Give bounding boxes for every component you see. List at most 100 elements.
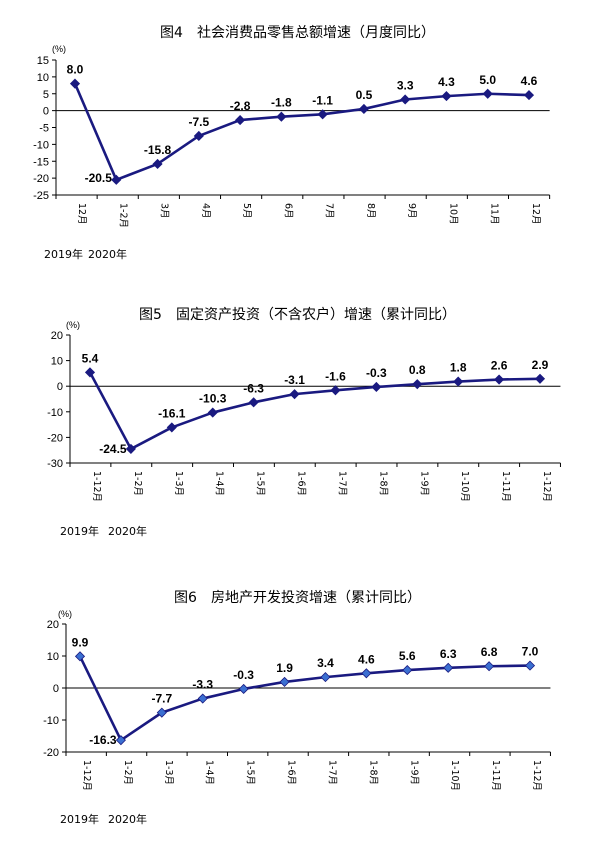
data-point-marker <box>193 130 204 142</box>
x-category-label: 1-2月 <box>117 203 128 228</box>
y-tick-label: 20 <box>51 330 63 342</box>
x-category-label: 4月 <box>200 203 211 219</box>
data-label: 9.9 <box>72 635 89 649</box>
data-point-marker <box>534 373 546 384</box>
x-category-label: 7月 <box>324 203 335 219</box>
x-category-label: 1-4月 <box>214 471 225 496</box>
data-point-marker <box>279 676 290 687</box>
data-label: 2.9 <box>532 358 549 372</box>
x-category-label: 11月 <box>489 203 500 225</box>
y-tick-label: -20 <box>47 432 63 444</box>
data-point-marker <box>330 385 341 396</box>
data-point-marker <box>453 376 464 387</box>
y-tick-label: -20 <box>43 747 59 759</box>
x-category-label: 1-12月 <box>531 760 542 791</box>
data-point-marker <box>494 374 505 385</box>
y-tick-label: -30 <box>47 458 63 470</box>
x-category-label: 1-7月 <box>336 471 347 496</box>
x-category-label: 5月 <box>241 203 252 219</box>
data-label: -1.8 <box>271 96 292 110</box>
data-point-marker <box>443 662 454 673</box>
data-label: 8.0 <box>67 63 84 77</box>
chart-title: 图4 社会消费品零售总额增速（月度同比） <box>160 25 435 41</box>
data-label: 3.3 <box>397 78 414 92</box>
data-label: 6.3 <box>440 647 457 661</box>
year-label-2019: 2019年 <box>60 813 99 826</box>
data-label: 0.5 <box>356 88 373 102</box>
year-label-2020: 2020年 <box>108 813 147 826</box>
line-chart-real-estate-investment: (%)20 10 0 -10 -20 1-12月 1-2月 1-3月 1-4月 1-5月 1-6月 1… <box>43 609 551 791</box>
x-category-label: 1-4月 <box>204 760 215 785</box>
data-label: 1.9 <box>276 661 293 675</box>
x-category-label: 1-8月 <box>377 471 388 496</box>
data-point-marker <box>484 661 495 672</box>
y-tick-label: -10 <box>33 139 49 151</box>
data-point-marker <box>197 693 208 704</box>
y-tick-label: 0 <box>53 683 59 695</box>
data-label: -7.5 <box>188 115 209 129</box>
y-tick-label: -10 <box>43 715 59 727</box>
chart-panel-real-estate-investment: 图6 房地产开发投资增速（累计同比） (%) 20 10 0 -10 -20 1-12月 1-… <box>0 575 595 844</box>
x-category-label: 1-11月 <box>490 760 501 791</box>
series-line <box>88 371 541 451</box>
x-category-label: 12月 <box>530 203 541 225</box>
data-point-marker <box>482 88 493 99</box>
data-point-marker <box>412 379 423 390</box>
data-point-marker <box>317 109 328 120</box>
data-point-marker <box>320 672 331 683</box>
data-label: -0.3 <box>366 366 387 380</box>
x-category-label: 1-3月 <box>173 471 184 496</box>
y-tick-label: 20 <box>47 619 59 631</box>
y-tick-label: 15 <box>37 55 49 67</box>
data-label: 1.8 <box>450 361 467 375</box>
x-category-label: 1-6月 <box>286 760 297 785</box>
y-tick-label: 10 <box>37 72 49 84</box>
chart-title: 图6 房地产开发投资增速（累计同比） <box>174 590 421 606</box>
data-point-marker <box>402 665 413 676</box>
data-point-marker <box>289 389 300 400</box>
data-label: -24.5 <box>99 442 127 456</box>
data-label: -16.1 <box>158 406 186 420</box>
x-category-label: 6月 <box>282 203 293 219</box>
x-category-label: 1-12月 <box>91 471 102 502</box>
y-unit-label: (%) <box>58 609 72 619</box>
y-unit-label: (%) <box>66 320 80 330</box>
y-unit-label: (%) <box>52 44 66 54</box>
x-category-label: 1-11月 <box>500 471 511 502</box>
data-point-marker <box>276 111 287 122</box>
year-label-2020: 2020年 <box>88 248 127 261</box>
data-point-marker <box>523 90 535 101</box>
data-label: -1.6 <box>325 369 346 383</box>
data-point-marker <box>524 660 536 671</box>
x-category-label: 1-9月 <box>418 471 429 496</box>
data-point-marker <box>248 397 259 408</box>
x-category-label: 1-2月 <box>122 760 133 785</box>
series-line <box>73 83 530 182</box>
y-tick-label: -5 <box>39 123 49 135</box>
data-point-marker <box>358 103 369 115</box>
x-category-label: 8月 <box>365 203 376 219</box>
x-category-label: 3月 <box>159 203 170 219</box>
x-category-label: 1-12月 <box>81 760 92 791</box>
x-category-label: 1-9月 <box>408 760 419 785</box>
data-point-marker <box>400 94 411 105</box>
data-label: 5.4 <box>82 351 99 365</box>
data-label: 4.6 <box>358 652 375 666</box>
x-category-label: 10月 <box>447 203 458 225</box>
data-point-marker <box>69 78 81 89</box>
data-point-marker <box>74 651 86 662</box>
data-point-marker <box>207 407 218 418</box>
y-tick-label: 10 <box>51 356 63 368</box>
y-tick-label: -10 <box>47 407 63 419</box>
data-label: 5.6 <box>399 649 416 663</box>
x-category-label: 1-12月 <box>541 471 552 502</box>
chart-panel-retail-sales: 图4 社会消费品零售总额增速（月度同比） (%) 15 10 5 0 -5 -10 -15 -2… <box>0 0 595 280</box>
chart-panel-fixed-asset-investment: 图5 固定资产投资（不含农户）增速（累计同比） (%) 20 10 0 -10 -20 -3… <box>0 290 595 560</box>
data-label: -3.3 <box>192 678 213 692</box>
y-tick-label: -20 <box>33 173 49 185</box>
data-label: -15.8 <box>144 143 172 157</box>
x-category-label: 9月 <box>406 203 417 219</box>
x-category-label: 1-6月 <box>296 471 307 496</box>
year-label-2020: 2020年 <box>108 525 147 538</box>
data-label: -0.3 <box>233 668 254 682</box>
